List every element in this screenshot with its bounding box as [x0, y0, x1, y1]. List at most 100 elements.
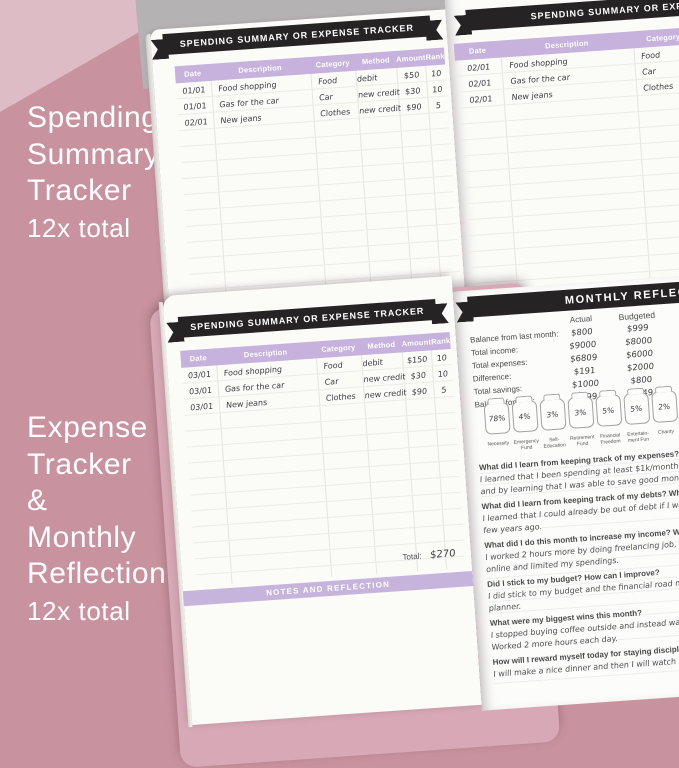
jar-percentage: 78% — [488, 413, 505, 423]
cell-date: 03/01 — [183, 385, 218, 396]
jar-label: Retirement Fund — [569, 434, 596, 448]
jar-percentage: 3% — [546, 410, 558, 420]
jar-label: Necessity — [487, 440, 509, 447]
cell-rank: 10 — [427, 68, 446, 78]
banner-title: SPENDING SUMMARY OR EXPENSE TRACKER — [190, 305, 425, 331]
cell-date: 01/01 — [176, 84, 211, 95]
money-jar-item: 3% Self-Education — [538, 398, 567, 450]
cell-amount: $30 — [398, 85, 428, 96]
cell-method: new credit — [364, 388, 405, 400]
jar-label: Financial Freedom — [597, 432, 624, 446]
jar-label: Self-Education — [541, 436, 568, 450]
cell-rank: 5 — [429, 100, 448, 110]
cell-category: Clothes — [313, 106, 359, 118]
jar-percentage: 2% — [658, 402, 670, 412]
column-header-method: Method — [355, 55, 396, 67]
cell-category: Car — [318, 375, 364, 387]
money-jar-item: 5% Financial Freedom — [594, 394, 623, 446]
column-header-next: Ne — [664, 304, 679, 318]
jar-percentage: 5% — [630, 404, 642, 414]
jar-percentage: 3% — [574, 408, 586, 418]
banner-title: SPENDING SUMMARY OR EXPENSE TRACKER — [179, 22, 414, 48]
cell-date: 03/01 — [184, 401, 219, 412]
column-header-rank: Rank — [425, 52, 444, 62]
cell-category: Car — [312, 90, 358, 102]
cell-category: Food — [634, 48, 679, 61]
money-jar-icon: 3% — [539, 398, 566, 431]
ribbon-banner: SPENDING SUMMARY OR EXPENSE TRACKER — [178, 299, 437, 338]
banner-title: SPENDING SUMMARY OR EXPENSE TRACKER — [530, 0, 679, 21]
caption-line: Spending — [27, 100, 160, 137]
cell-rank: 10 — [432, 352, 451, 362]
caption-expense-tracker-reflection: Expense Tracker & Monthly Reflection 12x… — [27, 410, 166, 629]
cell-category: Food — [316, 359, 362, 371]
cell-rank: 10 — [433, 368, 452, 378]
cell-category: Food — [311, 74, 357, 86]
caption-line: Monthly — [27, 520, 166, 557]
cell-date: 01/01 — [177, 100, 212, 111]
notes-banner-title: NOTES AND REFLECTION — [266, 580, 390, 598]
cell-date: 02/01 — [456, 77, 503, 89]
column-header-category: Category — [315, 342, 361, 354]
page-monthly-reflection: MONTHLY REFLECTION Actual Budgeted Ne Ba… — [453, 264, 679, 711]
planner-spread-bottom: SPENDING SUMMARY OR EXPENSE TRACKER Date… — [162, 245, 679, 731]
cell-date: 03/01 — [182, 369, 217, 380]
reflection-questions: What did I learn from keeping track of m… — [479, 429, 679, 684]
jar-percentage: 5% — [602, 406, 614, 416]
money-jar-icon: 5% — [595, 394, 622, 427]
cell-description: New jeans — [213, 109, 313, 125]
cell-method: new credit — [363, 372, 404, 384]
cell-amount: $90 — [399, 101, 429, 112]
cell-rank: 5 — [434, 384, 453, 394]
cell-method: debit — [357, 71, 398, 83]
column-header-amount: Amount — [396, 53, 426, 64]
cell-amount: $90 — [405, 386, 435, 397]
money-jar-icon: 3% — [567, 396, 594, 429]
jar-label: Emergency Fund — [513, 438, 540, 452]
money-jar-icon: 5% — [623, 392, 650, 425]
cell-description: New jeans — [219, 394, 319, 410]
caption-line: Tracker — [27, 173, 160, 210]
caption-subtitle: 12x total — [27, 593, 166, 630]
total-value: $270 — [429, 548, 455, 561]
cell-method: debit — [362, 356, 403, 368]
money-jar-item: 5% Entertain-ment Fun — [622, 392, 651, 444]
column-header-date: Date — [175, 68, 211, 79]
total-label: Total: — [402, 552, 422, 562]
ribbon-banner: SPENDING SUMMARY OR EXPENSE TRACKER — [465, 0, 679, 31]
money-jar-icon: 2% — [651, 390, 678, 423]
column-header-date: Date — [180, 352, 216, 363]
cell-category: Clothes — [636, 79, 679, 92]
page-spending-tracker-bottom: SPENDING SUMMARY OR EXPENSE TRACKER Date… — [162, 276, 481, 725]
cell-method: new credit — [359, 103, 400, 115]
money-jar-icon: 78% — [483, 402, 510, 435]
caption-subtitle: 12x total — [27, 210, 160, 247]
column-header-date: Date — [454, 45, 501, 57]
column-header-amount: Amount — [401, 337, 431, 348]
money-jar-item: 4% Emergency Fund — [511, 400, 540, 452]
column-header-method: Method — [361, 339, 402, 351]
caption-line: Summary — [27, 137, 160, 174]
caption-line: Tracker — [27, 447, 166, 484]
cell-category: Car — [635, 63, 679, 76]
money-jar-icon: 4% — [511, 400, 538, 433]
cell-date: 02/01 — [458, 93, 505, 105]
cell-date: 02/01 — [178, 116, 213, 127]
money-jar-item: 3% Retirement Fund — [566, 396, 595, 448]
banner-title: MONTHLY REFLECTION — [564, 284, 679, 307]
cell-amount: $50 — [397, 69, 427, 80]
cell-amount: $30 — [404, 370, 434, 381]
money-jar-item: 78% Necessity — [483, 402, 512, 454]
column-header-category: Category — [310, 58, 356, 70]
jar-percentage: 4% — [518, 412, 530, 422]
caption-line: Expense — [27, 410, 166, 447]
caption-spending-summary-tracker: Spending Summary Tracker 12x total — [27, 100, 160, 246]
cell-method: new credit — [358, 87, 399, 99]
cell-amount: $150 — [403, 354, 433, 365]
cell-rank: 10 — [428, 84, 447, 94]
cell-date: 02/01 — [455, 61, 502, 73]
money-jar-item: 2% Charity — [650, 390, 679, 442]
cell-category: Clothes — [319, 391, 365, 403]
caption-line: Reflection — [27, 556, 166, 593]
column-header-rank: Rank — [431, 336, 450, 346]
